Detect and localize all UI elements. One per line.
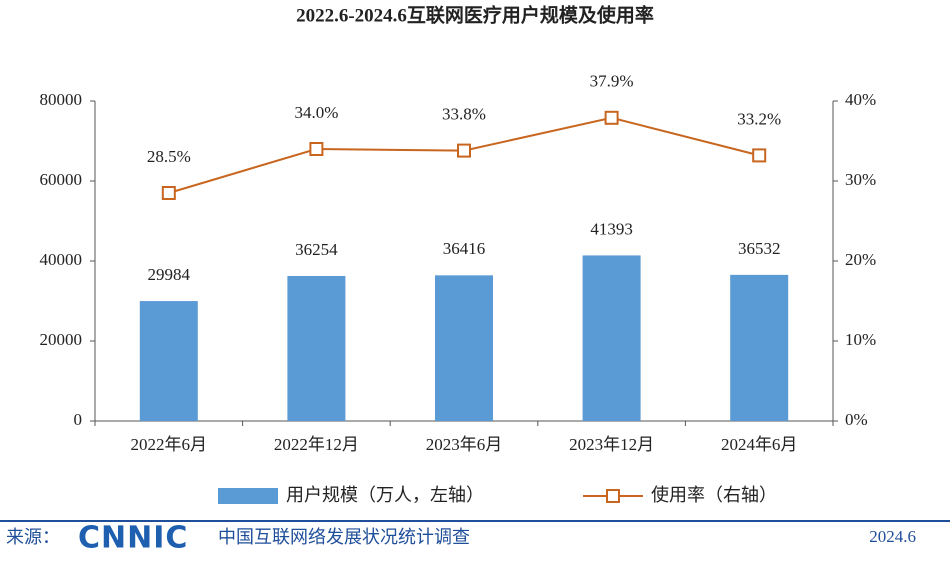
line-value-label: 33.2% bbox=[737, 109, 781, 128]
source-text: 中国互联网络发展状况统计调查 bbox=[218, 527, 470, 548]
x-tick-label: 2022年6月 bbox=[131, 435, 208, 454]
y-tick-label: 0 bbox=[74, 410, 83, 429]
line-marker bbox=[604, 110, 619, 125]
y2-tick-label: 0% bbox=[845, 410, 868, 429]
bar-value-label: 36254 bbox=[295, 240, 338, 259]
legend-marker bbox=[606, 489, 620, 503]
x-tick-label: 2023年6月 bbox=[426, 435, 503, 454]
line-value-label: 33.8% bbox=[442, 105, 486, 124]
x-tick-label: 2023年12月 bbox=[569, 435, 654, 454]
y2-tick-label: 40% bbox=[845, 90, 876, 109]
date: 2024.6 bbox=[869, 527, 916, 546]
source-label: 来源： bbox=[6, 527, 60, 548]
bar-value-label: 36532 bbox=[738, 239, 781, 258]
legend-swatch bbox=[218, 488, 278, 504]
line-marker bbox=[752, 148, 767, 163]
y-tick-label: 20000 bbox=[40, 330, 83, 349]
bar bbox=[287, 275, 346, 421]
bar bbox=[435, 275, 493, 421]
y-tick-label: 60000 bbox=[40, 170, 83, 189]
line-value-label: 37.9% bbox=[590, 72, 634, 91]
logo: CNNIC bbox=[78, 521, 188, 556]
bar bbox=[582, 255, 641, 421]
bar-value-label: 29984 bbox=[148, 265, 191, 284]
y-tick-label: 40000 bbox=[40, 250, 83, 269]
bar bbox=[730, 274, 789, 421]
y2-tick-label: 30% bbox=[845, 170, 876, 189]
line-marker bbox=[309, 142, 324, 156]
line-value-label: 34.0% bbox=[294, 103, 338, 122]
line-marker bbox=[457, 143, 471, 158]
y-tick-label: 80000 bbox=[40, 90, 83, 109]
bar-value-label: 41393 bbox=[590, 219, 633, 238]
legend-label: 使用率（右轴） bbox=[651, 485, 777, 506]
y2-tick-label: 20% bbox=[845, 250, 876, 269]
x-tick-label: 2024年6月 bbox=[721, 435, 798, 454]
bar-value-label: 36416 bbox=[443, 239, 486, 258]
line-value-label: 28.5% bbox=[147, 147, 191, 166]
x-tick-label: 2022年12月 bbox=[274, 435, 359, 454]
y2-tick-label: 10% bbox=[845, 330, 876, 349]
line-marker bbox=[161, 186, 176, 200]
legend-label: 用户规模（万人，左轴） bbox=[286, 485, 484, 506]
bar bbox=[139, 301, 198, 421]
chart-title: 2022.6-2024.6互联网医疗用户规模及使用率 bbox=[296, 3, 654, 26]
